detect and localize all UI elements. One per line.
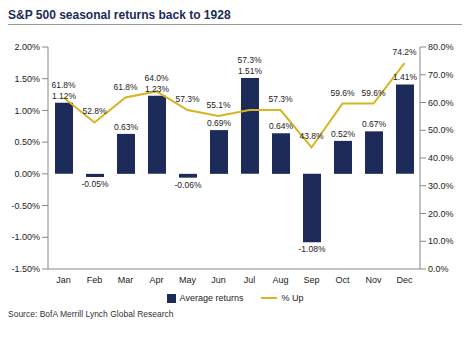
svg-text:61.8%: 61.8%	[113, 82, 138, 92]
svg-text:0.00%: 0.00%	[14, 169, 40, 179]
svg-text:50.0%: 50.0%	[428, 125, 454, 135]
svg-text:1.51%: 1.51%	[238, 66, 263, 76]
svg-text:0.64%: 0.64%	[269, 121, 294, 131]
svg-text:0.52%: 0.52%	[331, 129, 356, 139]
svg-text:55.1%: 55.1%	[206, 100, 231, 110]
svg-text:40.0%: 40.0%	[428, 153, 454, 163]
svg-text:May: May	[179, 275, 197, 285]
svg-text:20.0%: 20.0%	[428, 209, 454, 219]
html-text:S&P 500 seasonal returns back: S&P 500 seasonal returns back to 1928	[8, 8, 231, 22]
svg-text:57.3%: 57.3%	[237, 55, 262, 65]
svg-text:57.3%: 57.3%	[268, 94, 293, 104]
svg-text:61.8%: 61.8%	[51, 80, 76, 90]
svg-text:Aug: Aug	[272, 275, 288, 285]
svg-text:57.3%: 57.3%	[175, 94, 200, 104]
svg-text:1.12%: 1.12%	[52, 91, 77, 101]
svg-text:Sep: Sep	[303, 275, 319, 285]
html-text:% Up: % Up	[281, 293, 304, 303]
svg-text:Jul: Jul	[244, 275, 256, 285]
svg-text:60.0%: 60.0%	[428, 98, 454, 108]
svg-text:Apr: Apr	[149, 275, 163, 285]
svg-text:52.8%: 52.8%	[82, 106, 107, 116]
svg-text:80.0%: 80.0%	[428, 42, 454, 52]
svg-text:-1.00%: -1.00%	[11, 232, 40, 242]
svg-text:1.00%: 1.00%	[14, 106, 40, 116]
svg-text:Nov: Nov	[365, 275, 382, 285]
svg-text:Feb: Feb	[87, 275, 103, 285]
svg-text:0.0%: 0.0%	[428, 264, 449, 274]
svg-text:Mar: Mar	[118, 275, 134, 285]
svg-text:Dec: Dec	[396, 275, 413, 285]
svg-text:0.69%: 0.69%	[207, 118, 232, 128]
svg-text:-0.06%: -0.06%	[175, 180, 202, 190]
svg-text:Jun: Jun	[211, 275, 226, 285]
svg-text:-0.05%: -0.05%	[82, 179, 109, 189]
svg-text:Oct: Oct	[335, 275, 350, 285]
svg-text:10.0%: 10.0%	[428, 236, 454, 246]
svg-text:59.6%: 59.6%	[330, 88, 355, 98]
svg-text:1.41%: 1.41%	[393, 72, 418, 82]
svg-text:43.8%: 43.8%	[299, 131, 324, 141]
svg-text:2.00%: 2.00%	[14, 42, 40, 52]
svg-text:59.6%: 59.6%	[361, 88, 386, 98]
svg-text:-1.08%: -1.08%	[299, 244, 326, 254]
svg-text:Jan: Jan	[56, 275, 71, 285]
svg-text:1.23%: 1.23%	[145, 84, 170, 94]
svg-text:-0.50%: -0.50%	[11, 201, 40, 211]
svg-text:70.0%: 70.0%	[428, 70, 454, 80]
svg-text:64.0%: 64.0%	[144, 73, 169, 83]
svg-text:30.0%: 30.0%	[428, 181, 454, 191]
svg-text:0.63%: 0.63%	[114, 122, 139, 132]
svg-text:0.67%: 0.67%	[362, 119, 387, 129]
html-text:Source: BofA Merrill Lynch Glo: Source: BofA Merrill Lynch Global Resear…	[8, 309, 174, 319]
html-text:Average returns: Average returns	[179, 293, 244, 303]
svg-text:1.50%: 1.50%	[14, 74, 40, 84]
svg-text:0.50%: 0.50%	[14, 137, 40, 147]
svg-text:-1.50%: -1.50%	[11, 264, 40, 274]
svg-text:74.2%: 74.2%	[392, 47, 417, 57]
